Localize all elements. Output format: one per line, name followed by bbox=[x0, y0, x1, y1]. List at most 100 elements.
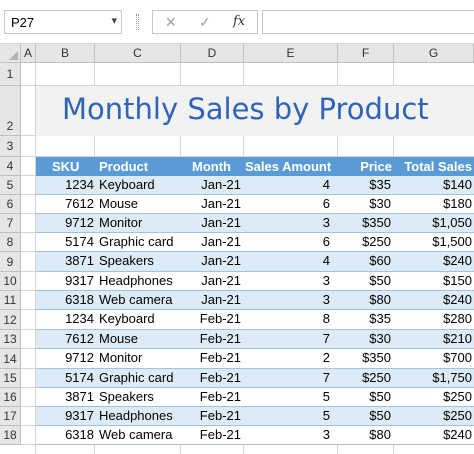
cell-month[interactable]: Jan-21 bbox=[201, 273, 241, 288]
cell-total-sales[interactable]: $180 bbox=[443, 196, 472, 211]
cell-sales-amount[interactable]: 7 bbox=[322, 331, 330, 346]
cell-price[interactable]: $30 bbox=[369, 196, 391, 211]
cell-total-sales[interactable]: $140 bbox=[443, 177, 472, 192]
title-cell[interactable]: Monthly Sales by Product bbox=[36, 86, 474, 136]
row-header-4[interactable]: 4 bbox=[0, 157, 21, 176]
cell-sku[interactable]: 9712 bbox=[65, 350, 94, 365]
cell-product[interactable]: Keyboard bbox=[99, 177, 155, 192]
cell-product[interactable]: Mouse bbox=[99, 331, 139, 346]
cell-price[interactable]: $30 bbox=[369, 331, 391, 346]
cell-price[interactable]: $250 bbox=[362, 234, 391, 249]
row-header-9[interactable]: 9 bbox=[0, 252, 21, 272]
row-header-10[interactable]: 10 bbox=[0, 272, 21, 291]
cell-sku[interactable]: 5174 bbox=[65, 370, 94, 385]
cell-sales-amount[interactable]: 6 bbox=[322, 234, 330, 249]
cell-month[interactable]: Feb-21 bbox=[199, 311, 241, 326]
header-sku[interactable]: SKU bbox=[52, 159, 80, 174]
cell-product[interactable]: Web camera bbox=[99, 427, 173, 442]
cell-total-sales[interactable]: $1,050 bbox=[432, 215, 472, 230]
cell-price[interactable]: $35 bbox=[369, 311, 391, 326]
cell-month[interactable]: Feb-21 bbox=[199, 370, 241, 385]
column-header-d[interactable]: D bbox=[181, 44, 244, 63]
cell-total-sales[interactable]: $250 bbox=[443, 408, 472, 423]
cell-month[interactable]: Feb-21 bbox=[199, 427, 241, 442]
cell-product[interactable]: Speakers bbox=[99, 389, 154, 404]
cell-sku[interactable]: 6318 bbox=[65, 427, 94, 442]
row-header-6[interactable]: 6 bbox=[0, 195, 21, 214]
cell-sales-amount[interactable]: 2 bbox=[322, 350, 330, 365]
cell-month[interactable]: Jan-21 bbox=[201, 253, 241, 268]
row-header-5[interactable]: 5 bbox=[0, 176, 21, 195]
chevron-down-icon[interactable]: ▾ bbox=[111, 15, 117, 27]
row-header-17[interactable]: 17 bbox=[0, 407, 21, 426]
cell-month[interactable]: Feb-21 bbox=[199, 331, 241, 346]
cell-month[interactable]: Feb-21 bbox=[199, 389, 241, 404]
cell-sku[interactable]: 1234 bbox=[65, 311, 94, 326]
cell-price[interactable]: $50 bbox=[369, 408, 391, 423]
column-header-c[interactable]: C bbox=[95, 44, 181, 63]
row-header-8[interactable]: 8 bbox=[0, 233, 21, 252]
row-header-15[interactable]: 15 bbox=[0, 369, 21, 388]
header-total-sales[interactable]: Total Sales bbox=[404, 159, 472, 174]
cell-sales-amount[interactable]: 8 bbox=[322, 311, 330, 326]
formula-input[interactable] bbox=[262, 10, 474, 34]
cell-month[interactable]: Jan-21 bbox=[201, 177, 241, 192]
cell-month[interactable]: Feb-21 bbox=[199, 408, 241, 423]
cell-total-sales[interactable]: $1,500 bbox=[432, 234, 472, 249]
cancel-icon[interactable]: ✕ bbox=[165, 14, 177, 30]
cell-total-sales[interactable]: $240 bbox=[443, 427, 472, 442]
cell-price[interactable]: $35 bbox=[369, 177, 391, 192]
cell-sales-amount[interactable]: 5 bbox=[322, 389, 330, 404]
cell-month[interactable]: Jan-21 bbox=[201, 196, 241, 211]
cell-total-sales[interactable]: $280 bbox=[443, 311, 472, 326]
column-header-e[interactable]: E bbox=[244, 44, 338, 63]
header-sales-amount[interactable]: Sales Amount bbox=[245, 159, 332, 174]
cell-total-sales[interactable]: $250 bbox=[443, 389, 472, 404]
row-header-3[interactable]: 3 bbox=[0, 136, 21, 157]
row-header-18[interactable]: 18 bbox=[0, 426, 21, 445]
column-header-b[interactable]: B bbox=[36, 44, 95, 63]
cell-sales-amount[interactable]: 3 bbox=[322, 427, 330, 442]
cell-price[interactable]: $350 bbox=[362, 215, 391, 230]
header-month[interactable]: Month bbox=[192, 159, 231, 174]
cell-product[interactable]: Headphones bbox=[99, 273, 173, 288]
cell-price[interactable]: $50 bbox=[369, 273, 391, 288]
insert-function-button[interactable]: fx bbox=[233, 14, 246, 29]
cell-sales-amount[interactable]: 3 bbox=[322, 292, 330, 307]
cell-sales-amount[interactable]: 3 bbox=[322, 215, 330, 230]
header-price[interactable]: Price bbox=[360, 159, 392, 174]
cell-sku[interactable]: 9712 bbox=[65, 215, 94, 230]
cell-total-sales[interactable]: $700 bbox=[443, 350, 472, 365]
cell-product[interactable]: Keyboard bbox=[99, 311, 155, 326]
cell-price[interactable]: $50 bbox=[369, 389, 391, 404]
cell-sales-amount[interactable]: 4 bbox=[322, 177, 330, 192]
cell-price[interactable]: $350 bbox=[362, 350, 391, 365]
row-header-13[interactable]: 13 bbox=[0, 330, 21, 349]
row-header-11[interactable]: 11 bbox=[0, 291, 21, 310]
cell-sku[interactable]: 1234 bbox=[65, 177, 94, 192]
cell-month[interactable]: Feb-21 bbox=[199, 350, 241, 365]
cell-product[interactable]: Headphones bbox=[99, 408, 173, 423]
cell-price[interactable]: $80 bbox=[369, 292, 391, 307]
cell-product[interactable]: Speakers bbox=[99, 253, 154, 268]
row-header-7[interactable]: 7 bbox=[0, 214, 21, 233]
cell-product[interactable]: Web camera bbox=[99, 292, 173, 307]
cell-month[interactable]: Jan-21 bbox=[201, 292, 241, 307]
cell-sku[interactable]: 7612 bbox=[65, 331, 94, 346]
row-header-14[interactable]: 14 bbox=[0, 349, 21, 369]
cell-month[interactable]: Jan-21 bbox=[201, 234, 241, 249]
row-header-12[interactable]: 12 bbox=[0, 310, 21, 330]
cell-total-sales[interactable]: $210 bbox=[443, 331, 472, 346]
select-all-button[interactable] bbox=[0, 44, 21, 63]
cell-sku[interactable]: 3871 bbox=[65, 389, 94, 404]
cell-sales-amount[interactable]: 4 bbox=[322, 253, 330, 268]
enter-icon[interactable]: ✓ bbox=[199, 14, 211, 30]
cell-total-sales[interactable]: $240 bbox=[443, 292, 472, 307]
cell-sku[interactable]: 7612 bbox=[65, 196, 94, 211]
cell-sku[interactable]: 3871 bbox=[65, 253, 94, 268]
row-header-16[interactable]: 16 bbox=[0, 388, 21, 407]
cell-price[interactable]: $250 bbox=[362, 370, 391, 385]
cell-sales-amount[interactable]: 6 bbox=[322, 196, 330, 211]
cell-product[interactable]: Mouse bbox=[99, 196, 139, 211]
column-header-a[interactable]: A bbox=[21, 44, 36, 63]
